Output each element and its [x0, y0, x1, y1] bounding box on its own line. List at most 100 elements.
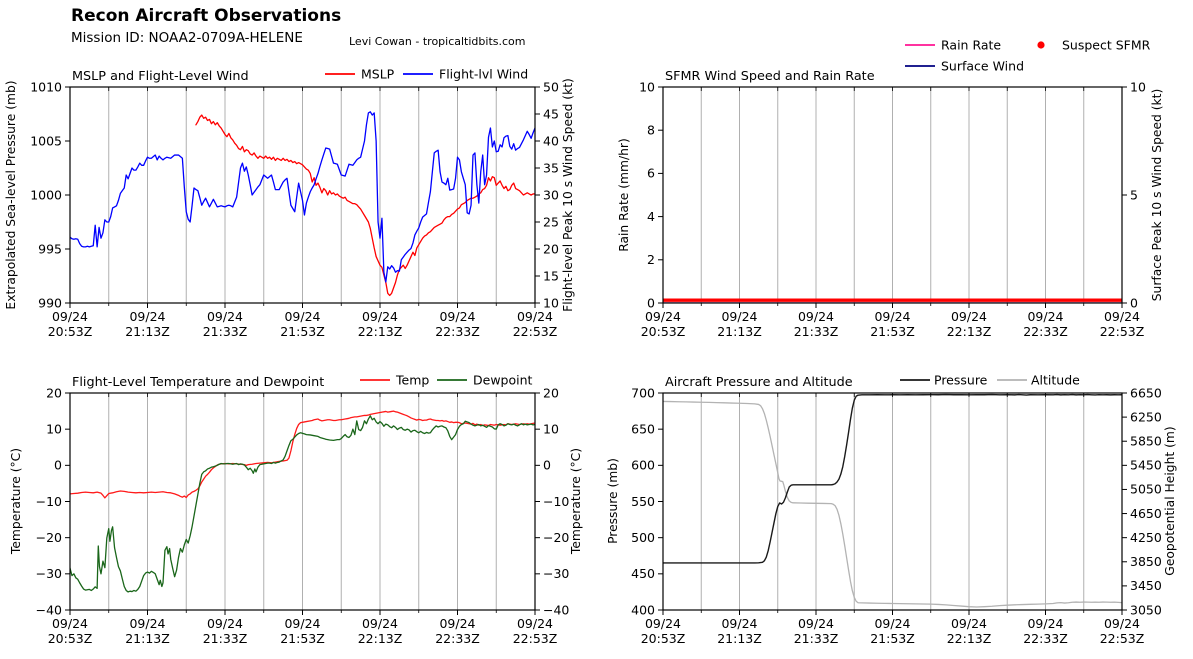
legend-label-surface-wind: Surface Wind: [941, 58, 1024, 73]
legend-label-pressure: Pressure: [934, 372, 988, 387]
x-tick-label-time: 21:13Z: [717, 631, 762, 646]
y-left-tick-label: 450: [631, 566, 655, 581]
y-right-tick-label: 35: [543, 160, 559, 175]
legend-pressure-altitude: Pressure Altitude: [900, 372, 1080, 387]
legend-label-flight-lvl-wind: Flight-lvl Wind: [439, 66, 528, 81]
x-tick-label-date: 09/24: [207, 309, 243, 324]
chart-title-pressure-altitude: Aircraft Pressure and Altitude: [665, 375, 853, 390]
chart-title-sfmr-rain: SFMR Wind Speed and Rain Rate: [665, 69, 875, 84]
x-tick-label-date: 09/24: [1104, 616, 1140, 631]
legend-marker-suspect-sfmr: [1037, 41, 1045, 49]
y-right-tick-label: 40: [543, 133, 559, 148]
y-right-tick-label: 5850: [1130, 434, 1162, 449]
y-right-tick-label: 10: [543, 295, 559, 310]
x-tick-label-date: 09/24: [874, 616, 910, 631]
y-left-tick-label: 995: [38, 241, 62, 256]
x-tick-label-date: 09/24: [951, 309, 987, 324]
y-left-tick-label: −10: [36, 494, 62, 509]
x-tick-label-date: 09/24: [129, 309, 165, 324]
x-tick-label-date: 09/24: [798, 309, 834, 324]
x-tick-label-time: 22:13Z: [358, 631, 403, 646]
x-tick-label-time: 21:13Z: [125, 631, 170, 646]
y-right-tick-label: 10: [1130, 79, 1146, 94]
y-right-axis-title: Temperature (°C): [569, 448, 583, 555]
legend-label-suspect-sfmr: Suspect SFMR: [1062, 37, 1151, 52]
chart-title-mslp-wind: MSLP and Flight-Level Wind: [72, 69, 249, 84]
page-title: Recon Aircraft Observations: [71, 6, 342, 26]
legend-label-temp: Temp: [395, 372, 429, 387]
y-right-tick-label: 5050: [1130, 482, 1162, 497]
x-tick-label-time: 21:53Z: [280, 631, 325, 646]
x-tick-label-date: 09/24: [284, 309, 320, 324]
x-tick-label-date: 09/24: [517, 309, 553, 324]
x-tick-label-time: 21:33Z: [203, 324, 248, 339]
y-right-tick-label: 25: [543, 214, 559, 229]
y-left-tick-label: 8: [647, 123, 655, 138]
y-left-tick-label: 10: [639, 79, 655, 94]
y-right-tick-label: −40: [543, 602, 569, 617]
y-right-tick-label: 4250: [1130, 530, 1162, 545]
plot-area: [663, 393, 1122, 608]
series-flight-lvl-wind: [70, 111, 535, 283]
y-left-tick-label: −30: [36, 566, 62, 581]
gridlines: [700, 87, 1085, 303]
x-tick-label-date: 09/24: [517, 616, 553, 631]
y-right-tick-label: 5: [1130, 187, 1138, 202]
x-tick-label-date: 09/24: [129, 616, 165, 631]
x-tick-label-date: 09/24: [1104, 309, 1140, 324]
x-tick-label-date: 09/24: [721, 309, 757, 324]
y-right-tick-label: 10: [543, 421, 559, 436]
y-right-tick-label: 15: [543, 268, 559, 283]
y-left-tick-label: 600: [631, 458, 655, 473]
y-left-axis-title: Temperature (°C): [9, 448, 23, 555]
x-tick-label-date: 09/24: [1027, 616, 1063, 631]
y-left-tick-label: 1005: [30, 133, 62, 148]
x-tick-label-time: 21:53Z: [870, 631, 915, 646]
y-right-tick-label: −10: [543, 494, 569, 509]
x-tick-label-time: 22:33Z: [1023, 324, 1068, 339]
credit-text: Levi Cowan - tropicaltidbits.com: [349, 35, 526, 48]
y-right-tick-label: 6650: [1130, 385, 1162, 400]
y-right-tick-label: 45: [543, 106, 559, 121]
gridlines: [108, 393, 497, 610]
x-tick-label-time: 20:53Z: [641, 631, 686, 646]
y-left-tick-label: 500: [631, 530, 655, 545]
axis-ticks: 400 450 500 550 600 650 700 3050 3450 3850 4250 465…: [631, 385, 1162, 646]
y-left-tick-label: 10: [46, 421, 62, 436]
x-tick-label-date: 09/24: [645, 309, 681, 324]
x-tick-label-time: 22:33Z: [435, 631, 480, 646]
x-tick-label-time: 20:53Z: [641, 324, 686, 339]
y-left-tick-label: 20: [46, 385, 62, 400]
series-pressure: [663, 393, 1122, 564]
y-right-tick-label: 30: [543, 187, 559, 202]
legend-temp-dewpoint: Temp Dewpoint: [360, 372, 533, 387]
legend-mslp-wind: MSLP Flight-lvl Wind: [325, 66, 528, 81]
axis-ticks: −40−30−20−1001020−40−30−20−100102009/242…: [36, 385, 570, 646]
x-tick-label-time: 22:13Z: [358, 324, 403, 339]
y-right-tick-label: 0: [543, 458, 551, 473]
y-right-tick-label: 4650: [1130, 506, 1162, 521]
y-left-tick-label: 400: [631, 602, 655, 617]
legend-sfmr-rain: Rain Rate Suspect SFMR Surface Wind: [905, 37, 1151, 73]
legend-label-altitude: Altitude: [1031, 372, 1080, 387]
y-left-tick-label: 1010: [30, 79, 62, 94]
y-right-tick-label: 3850: [1130, 554, 1162, 569]
x-tick-label-time: 22:53Z: [513, 631, 558, 646]
y-left-tick-label: 550: [631, 494, 655, 509]
y-left-tick-label: 0: [647, 295, 655, 310]
x-tick-label-time: 22:13Z: [947, 324, 992, 339]
x-tick-label-time: 21:33Z: [203, 631, 248, 646]
x-tick-label-time: 22:33Z: [1023, 631, 1068, 646]
y-left-tick-label: 0: [54, 458, 62, 473]
x-tick-label-date: 09/24: [439, 309, 475, 324]
x-tick-label-time: 20:53Z: [48, 631, 93, 646]
chart-temp-dewpoint: −40−30−20−1001020−40−30−20−100102009/242…: [9, 372, 583, 646]
axis-ticks: 0246810051009/2420:53Z09/2421:13Z09/2421…: [639, 79, 1146, 339]
y-right-tick-label: −30: [543, 566, 569, 581]
y-left-axis-title: Rain Rate (mm/hr): [617, 138, 631, 252]
x-tick-label-date: 09/24: [798, 616, 834, 631]
x-tick-label-date: 09/24: [721, 616, 757, 631]
x-tick-label-date: 09/24: [52, 616, 88, 631]
